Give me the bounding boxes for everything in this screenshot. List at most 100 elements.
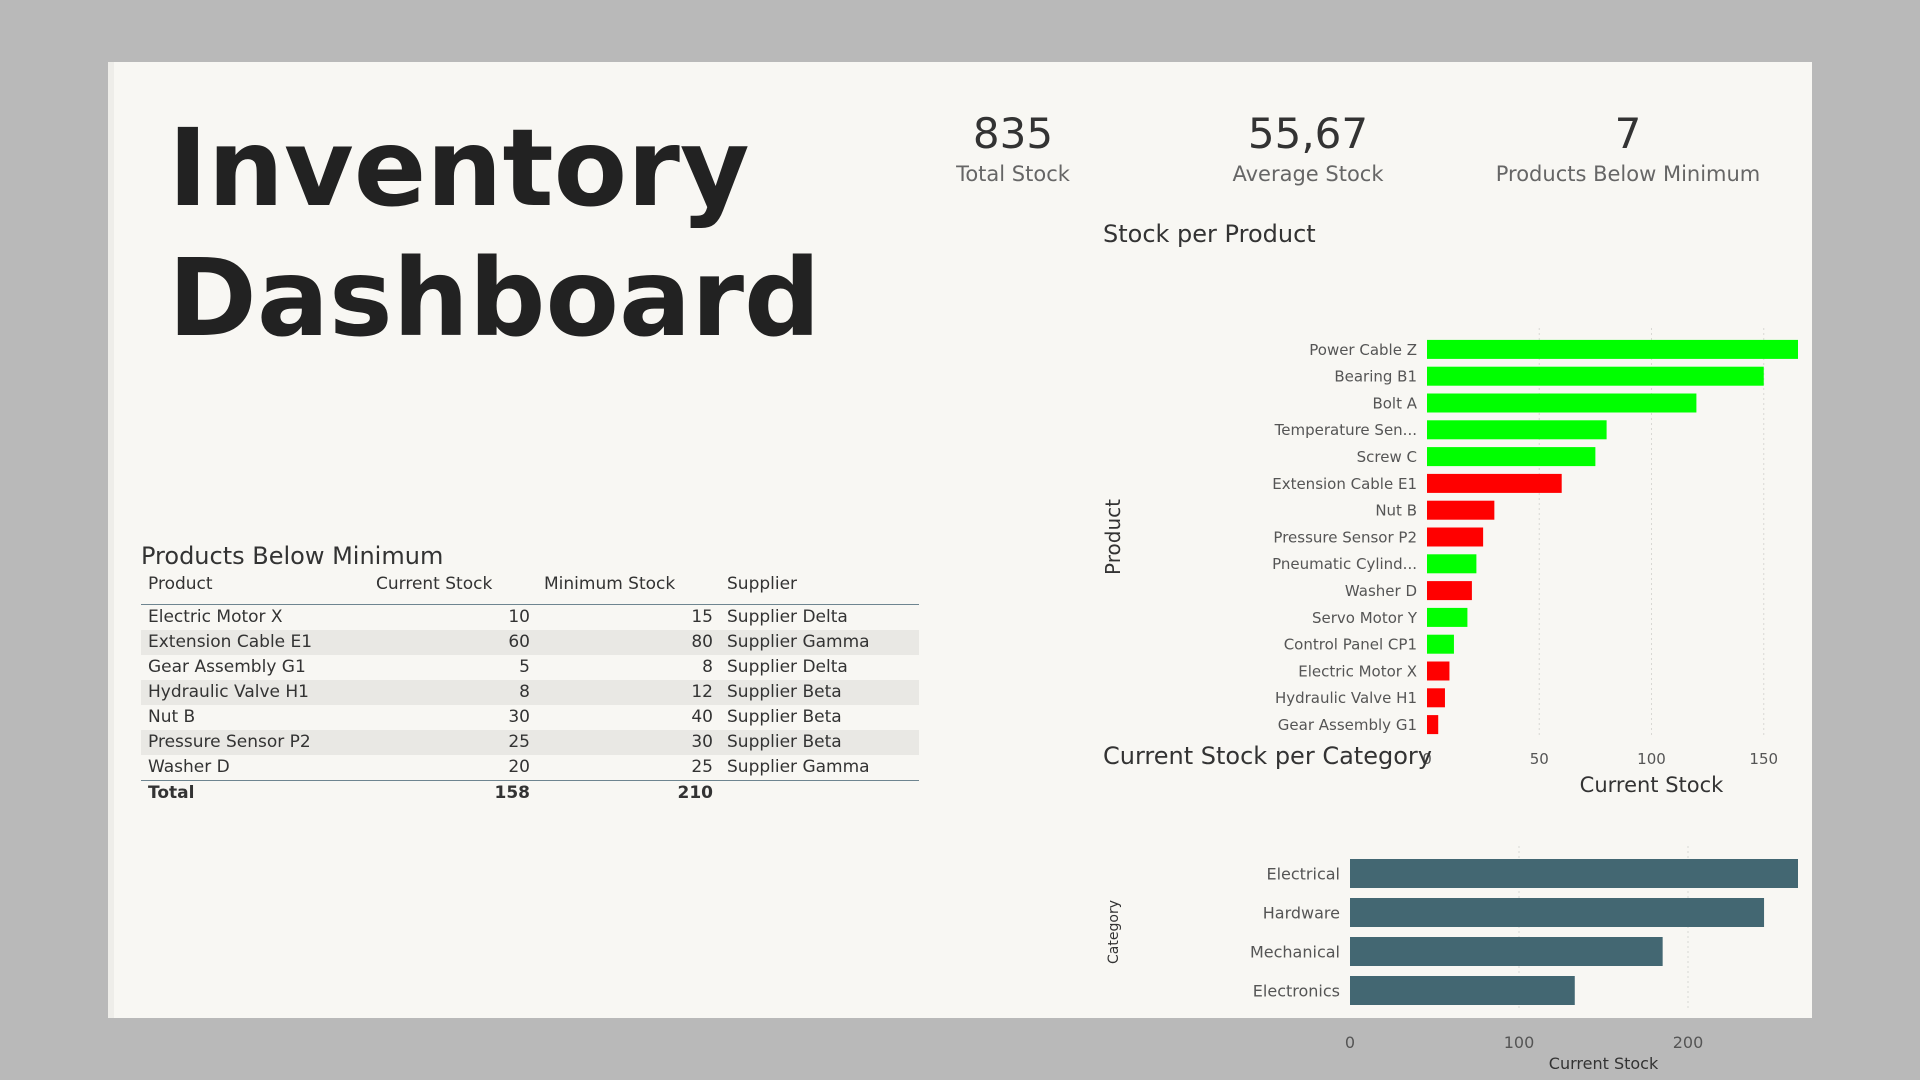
cell-product: Electric Motor X xyxy=(148,607,283,627)
cell-supplier: Supplier Delta xyxy=(727,657,848,677)
table-row: Electric Motor X 10 15 Supplier Delta xyxy=(141,605,919,631)
title-line-1: Inventory xyxy=(168,107,750,231)
category-tick-label: Power Cable Z xyxy=(1309,341,1417,359)
table-body: Electric Motor X 10 15 Supplier Delta Extens… xyxy=(141,605,919,781)
table-row: Hydraulic Valve H1 8 12 Supplier Beta xyxy=(141,680,919,705)
table-row: Extension Cable E1 60 80 Supplier Gamma xyxy=(141,630,919,655)
cell-supplier: Supplier Gamma xyxy=(720,630,919,655)
category-tick-label: Hardware xyxy=(1263,903,1340,922)
bar xyxy=(1427,688,1445,708)
kpi-label: Total Stock xyxy=(956,162,1070,186)
category-tick-label: Nut B xyxy=(1375,502,1417,520)
category-tick-label: Control Panel CP1 xyxy=(1284,636,1417,654)
category-tick-label: Servo Motor Y xyxy=(1312,609,1418,627)
cell-product: Washer D xyxy=(148,757,230,777)
cell-minimum-stock: 12 xyxy=(537,680,720,705)
x-tick-label: 100 xyxy=(1637,750,1666,768)
category-tick-label: Bolt A xyxy=(1372,394,1417,412)
x-tick-label: 150 xyxy=(1749,750,1778,768)
kpi-value: 7 xyxy=(1614,109,1642,158)
x-tick-label: 100 xyxy=(1504,1033,1535,1052)
bar xyxy=(1350,859,1798,888)
cell-minimum-stock: 25 xyxy=(691,757,713,777)
table-row: Pressure Sensor P2 25 30 Supplier Beta xyxy=(141,730,919,755)
below-minimum-table-title: Products Below Minimum xyxy=(141,542,444,570)
kpi-products-below-minimum: 7 Products Below Minimum xyxy=(1488,108,1768,188)
bar xyxy=(1427,447,1596,467)
bar xyxy=(1427,366,1764,386)
category-tick-label: Extension Cable E1 xyxy=(1272,475,1417,493)
table-row: Washer D 20 25 Supplier Gamma xyxy=(141,755,919,781)
column-header-supplier[interactable]: Supplier xyxy=(720,574,919,605)
cell-minimum-stock: 8 xyxy=(702,657,713,677)
below-minimum-table: Product Current Stock Minimum Stock Supp… xyxy=(141,574,919,806)
category-tick-label: Gear Assembly G1 xyxy=(1278,716,1417,734)
category-tick-label: Bearing B1 xyxy=(1334,368,1417,386)
cell-minimum-stock: 15 xyxy=(691,607,713,627)
bar xyxy=(1427,661,1450,681)
total-supplier xyxy=(720,780,919,806)
dashboard-canvas: Inventory Dashboard 835 Total Stock 55,6… xyxy=(108,62,1812,1073)
category-tick-label: Mechanical xyxy=(1250,942,1340,961)
stock-per-product-chart: Power Cable Z Bearing B1 Bolt A Temperature… xyxy=(1101,328,1798,797)
kpi-label: Products Below Minimum xyxy=(1495,162,1761,186)
table-row: Nut B 30 40 Supplier Beta xyxy=(141,705,919,730)
bar xyxy=(1427,581,1472,601)
category-tick-label: Washer D xyxy=(1345,582,1417,600)
table-total-row: Total 158 210 xyxy=(141,780,919,806)
stock-per-category-chart: Electrical Hardware Mechanical Electronics 0… xyxy=(1106,846,1798,1073)
cell-minimum-stock: 80 xyxy=(537,630,720,655)
cell-supplier: Supplier Gamma xyxy=(727,757,870,777)
cell-current-stock: 20 xyxy=(508,757,530,777)
bar xyxy=(1427,715,1439,735)
bar xyxy=(1427,339,1798,359)
table-row: Gear Assembly G1 5 8 Supplier Delta xyxy=(141,655,919,680)
category-tick-label: Pressure Sensor P2 xyxy=(1273,528,1417,546)
title-line-2: Dashboard xyxy=(168,237,821,361)
column-header-product[interactable]: Product xyxy=(141,574,369,605)
kpi-value: 835 xyxy=(972,109,1054,158)
category-tick-label: Electric Motor X xyxy=(1298,662,1417,680)
category-tick-label: Hydraulic Valve H1 xyxy=(1275,689,1417,707)
cell-product: Pressure Sensor P2 xyxy=(141,730,369,755)
x-tick-label: 50 xyxy=(1530,750,1549,768)
total-minimum-stock: 210 xyxy=(537,780,720,806)
cell-minimum-stock: 40 xyxy=(691,707,713,727)
column-header-current-stock[interactable]: Current Stock xyxy=(369,574,537,605)
bar xyxy=(1427,500,1495,520)
cell-supplier: Supplier Delta xyxy=(727,607,848,627)
cell-current-stock: 5 xyxy=(519,657,530,677)
cell-product: Extension Cable E1 xyxy=(141,630,369,655)
dashboard-title: Inventory Dashboard xyxy=(168,104,821,364)
bar xyxy=(1427,527,1484,547)
stock-per-category-title: Current Stock per Category xyxy=(1103,742,1432,770)
y-axis-label: Category xyxy=(1106,900,1122,964)
x-tick-label: 0 xyxy=(1345,1033,1355,1052)
cell-product: Hydraulic Valve H1 xyxy=(141,680,369,705)
column-header-minimum-stock[interactable]: Minimum Stock xyxy=(537,574,720,605)
x-axis-label: Current Stock xyxy=(1549,1054,1659,1073)
cell-supplier: Supplier Beta xyxy=(720,680,919,705)
cell-supplier: Supplier Beta xyxy=(727,707,842,727)
x-tick-label: 0 xyxy=(1422,750,1432,768)
kpi-total-stock: 835 Total Stock xyxy=(918,108,1108,188)
category-tick-label: Screw C xyxy=(1357,448,1417,466)
kpi-label: Average Stock xyxy=(1232,162,1384,186)
category-tick-label: Pneumatic Cylind... xyxy=(1272,555,1417,573)
cell-current-stock: 60 xyxy=(369,630,537,655)
total-current-stock: 158 xyxy=(369,780,537,806)
cell-minimum-stock: 30 xyxy=(537,730,720,755)
cell-supplier: Supplier Beta xyxy=(720,730,919,755)
category-tick-label: Temperature Sen... xyxy=(1274,421,1417,439)
bar xyxy=(1350,937,1663,966)
bar xyxy=(1427,554,1477,574)
category-tick-label: Electronics xyxy=(1253,981,1340,1000)
bar xyxy=(1427,607,1468,627)
x-tick-label: 200 xyxy=(1673,1033,1704,1052)
x-axis-label: Current Stock xyxy=(1580,773,1725,797)
bar xyxy=(1427,393,1697,413)
bar xyxy=(1427,420,1607,440)
kpi-average-stock: 55,67 Average Stock xyxy=(1198,108,1418,188)
y-axis-label: Product xyxy=(1101,499,1125,575)
cell-product: Nut B xyxy=(148,707,196,727)
